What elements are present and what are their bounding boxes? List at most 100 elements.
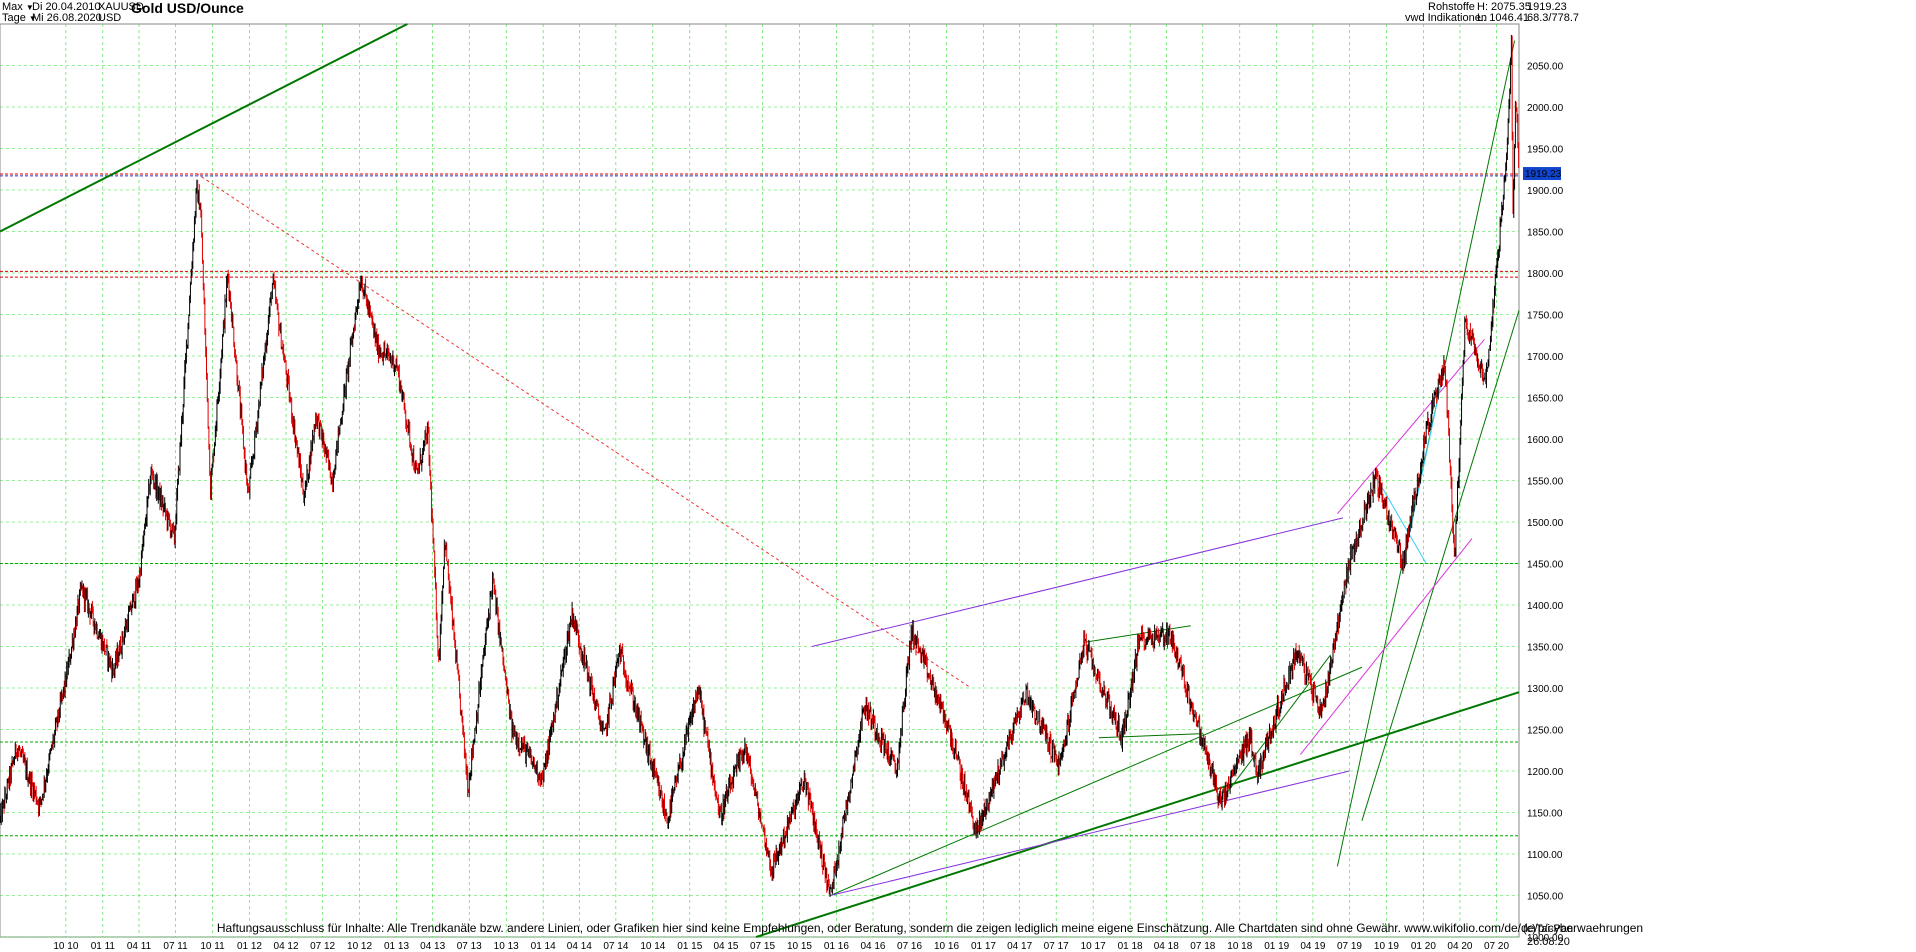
x-tick-label: 07 18: [1190, 941, 1215, 952]
last-price-tag-box: [1523, 167, 1561, 181]
x-tick-label: 07 11: [163, 941, 188, 952]
trendline: [1227, 654, 1331, 793]
x-tick-label: 07 17: [1044, 941, 1069, 952]
low-value: L: 1046.41: [1477, 12, 1529, 24]
x-tick-label: 10 16: [934, 941, 959, 952]
symbol: XAUUSD: [98, 1, 144, 13]
last-price-tag-label: 1919.23: [1525, 169, 1562, 180]
date-marker: 26.08.20: [1527, 936, 1570, 948]
y-tick-label: 1750.00: [1527, 311, 1564, 322]
y-tick-label: 2050.00: [1527, 62, 1564, 73]
y-tick-label: 1950.00: [1527, 145, 1564, 156]
x-tick-label: 04 13: [420, 941, 445, 952]
from-date: Di 20.04.2010: [32, 1, 101, 13]
y-tick-label: 1150.00: [1527, 809, 1563, 820]
to-date: Mi 26.08.2020: [32, 12, 102, 24]
y-tick-label: 1800.00: [1527, 269, 1564, 280]
x-tick-label: 04 20: [1447, 941, 1472, 952]
category-label: Rohstoffe: [1428, 1, 1475, 13]
y-tick-label: 1250.00: [1527, 726, 1564, 737]
x-tick-label: 04 18: [1154, 941, 1179, 952]
y-tick-label: 1650.00: [1527, 394, 1564, 405]
x-tick-label: 01 19: [1264, 941, 1289, 952]
trendline: [755, 691, 1520, 938]
x-tick-label: 10 17: [1081, 941, 1106, 952]
x-tick-label: 04 17: [1007, 941, 1032, 952]
disclaimer: Haftungsausschluss für Inhalte: Alle Tre…: [216, 921, 1644, 935]
last-value: 1919.23: [1527, 1, 1567, 13]
range-label: Max: [2, 1, 23, 13]
x-tick-label: 01 20: [1411, 941, 1436, 952]
x-tick-label: 07 13: [457, 941, 482, 952]
y-tick-label: 1500.00: [1527, 518, 1564, 529]
x-tick-label: 01 15: [677, 941, 702, 952]
x-tick-label: 01 14: [531, 941, 556, 952]
x-tick-label: 01 16: [824, 941, 849, 952]
trendline: [0, 23, 408, 233]
x-tick-label: 04 16: [860, 941, 885, 952]
x-tick-label: 10 15: [787, 941, 812, 952]
last-price-tag: 1919.23: [1523, 167, 1562, 181]
x-tick-label: 07 19: [1337, 941, 1362, 952]
trendline: [1098, 733, 1203, 739]
y-tick-label: 1050.00: [1527, 892, 1564, 903]
x-tick-label: 07 15: [750, 941, 775, 952]
x-tick-label: 10 10: [53, 941, 78, 952]
y-tick-label: 1550.00: [1527, 477, 1564, 488]
x-tick-label: 01 12: [237, 941, 262, 952]
interval-dropdown[interactable]: Tage ▼: [2, 12, 37, 25]
copyright: (c)Tai-Pan: [1523, 923, 1574, 935]
x-tick-label: 01 17: [971, 941, 996, 952]
x-tick-label: 07 20: [1484, 941, 1509, 952]
trendline: [1361, 310, 1520, 821]
trendline: [196, 172, 972, 689]
x-tick-label: 01 18: [1118, 941, 1143, 952]
currency: USD: [98, 12, 122, 24]
x-tick-label: 04 12: [274, 941, 299, 952]
x-tick-label: 07 14: [603, 941, 628, 952]
y-tick-label: 1400.00: [1527, 601, 1564, 612]
x-tick-label: 04 14: [567, 941, 592, 952]
trendline: [1337, 339, 1485, 515]
x-tick-label: 10 18: [1227, 941, 1252, 952]
change-value: 68.3/778.7: [1527, 12, 1579, 24]
y-tick-label: 1200.00: [1527, 767, 1564, 778]
x-axis: 10 10 01 11 04 11 07 11 10 11 01 12 04 12 07 12…: [53, 941, 1509, 952]
x-tick-label: 04 15: [713, 941, 738, 952]
interval-label: Tage: [2, 12, 26, 24]
trendline: [1300, 538, 1473, 755]
chevron-down-icon: ▼: [28, 14, 37, 23]
x-tick-label: 01 11: [91, 941, 116, 952]
y-tick-label: 1350.00: [1527, 643, 1564, 654]
y-tick-label: 1300.00: [1527, 684, 1564, 695]
y-axis: 1000.00 1050.00 1100.00 1150.00 1200.00 1250.…: [1527, 62, 1564, 945]
chart-title: Gold USD/Ounce: [131, 0, 244, 16]
y-tick-label: 1000.00: [1527, 933, 1564, 944]
y-tick-label: 1600.00: [1527, 435, 1564, 446]
x-tick-label: 10 11: [200, 941, 225, 952]
trendline: [1375, 476, 1427, 564]
chevron-down-icon: ▼: [25, 3, 34, 12]
x-tick-label: 10 14: [640, 941, 665, 952]
x-tick-label: 01 13: [384, 941, 409, 952]
x-tick-label: 10 12: [347, 941, 372, 952]
x-tick-label: 07 16: [897, 941, 922, 952]
source-label: vwd Indikationen: [1405, 12, 1487, 24]
x-tick-label: 04 19: [1300, 941, 1325, 952]
x-tick-label: 10 13: [494, 941, 519, 952]
y-tick-label: 1700.00: [1527, 352, 1564, 363]
grid: [0, 24, 1519, 938]
x-tick-label: 04 11: [127, 941, 152, 952]
y-tick-label: 2000.00: [1527, 103, 1564, 114]
trendline: [811, 517, 1344, 647]
candles: [0, 34, 1520, 897]
x-tick-label: 07 12: [310, 941, 335, 952]
y-tick-label: 1450.00: [1527, 560, 1564, 571]
range-dropdown[interactable]: Max ▼: [2, 1, 34, 14]
y-tick-label: 1850.00: [1527, 228, 1564, 239]
trendlines: [0, 23, 1520, 938]
y-tick-label: 1100.00: [1527, 850, 1563, 861]
trendline: [830, 666, 1363, 896]
trendline: [830, 770, 1350, 896]
